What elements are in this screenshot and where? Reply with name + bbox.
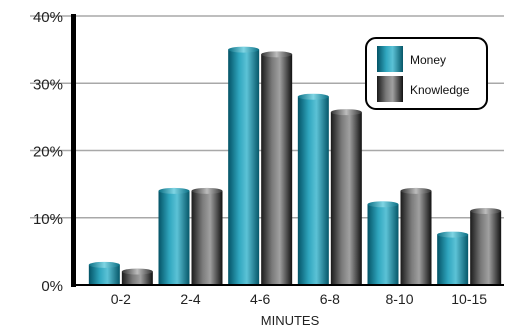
bar-knowledge-cap	[191, 187, 223, 194]
bar-money	[297, 96, 329, 285]
legend-label-knowledge: Knowledge	[410, 83, 470, 97]
y-tick-label: 0%	[41, 278, 63, 295]
bar-knowledge-cap	[261, 51, 293, 58]
x-tick-label: 8-10	[385, 291, 413, 307]
bar-knowledge	[470, 211, 502, 285]
bar-knowledge	[261, 54, 293, 285]
legend-swatch-money	[377, 46, 403, 72]
y-tick-label: 30%	[33, 76, 63, 93]
bar-money-cap	[228, 46, 260, 53]
x-tick-label: 10-15	[451, 291, 487, 307]
x-tick-label: 2-4	[180, 291, 200, 307]
legend-label-money: Money	[410, 53, 446, 67]
bar-knowledge	[191, 190, 223, 285]
bar-knowledge-cap	[121, 268, 153, 275]
bar-money	[228, 49, 260, 285]
y-tick-label: 10%	[33, 211, 63, 228]
bar-money	[437, 234, 469, 285]
x-axis-label: MINUTES	[261, 313, 320, 328]
legend: Money Knowledge	[365, 37, 488, 110]
x-axis-tick-labels: 0-2 2-4 4-6 6-8 8-10 10-15	[111, 291, 488, 307]
bar-money-cap	[158, 187, 190, 194]
bar-knowledge	[121, 271, 153, 285]
bar-money-cap	[437, 231, 469, 238]
bar-money-cap	[367, 201, 399, 208]
y-tick-label: 40%	[33, 9, 63, 26]
x-tick-label: 6-8	[320, 291, 340, 307]
legend-swatch-knowledge	[377, 76, 403, 102]
bar-knowledge-cap	[400, 187, 432, 194]
bar-knowledge-cap	[470, 208, 502, 215]
bar-knowledge-cap	[330, 109, 362, 116]
y-axis-tick-labels: 0% 10% 20% 30% 40%	[33, 9, 63, 295]
bar-knowledge	[400, 190, 432, 285]
bar-money	[367, 204, 399, 285]
bar-money-cap	[297, 93, 329, 100]
x-tick-label: 0-2	[111, 291, 131, 307]
bar-knowledge	[330, 112, 362, 285]
x-tick-label: 4-6	[250, 291, 270, 307]
bar-money	[88, 264, 120, 285]
bar-money	[158, 190, 190, 285]
y-tick-label: 20%	[33, 144, 63, 161]
bar-money-cap	[88, 261, 120, 268]
bars	[88, 46, 502, 285]
